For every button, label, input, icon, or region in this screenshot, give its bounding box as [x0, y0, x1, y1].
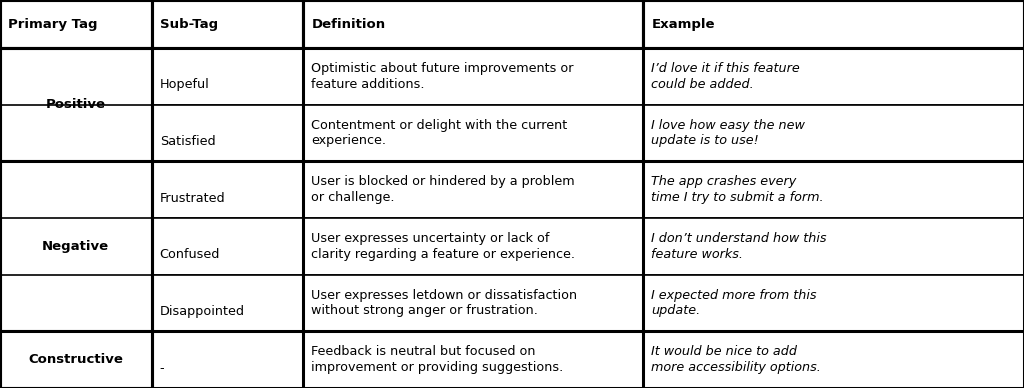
Text: Disappointed: Disappointed	[160, 305, 245, 318]
Bar	[643, 105, 1024, 161]
Text: Example: Example	[651, 17, 715, 31]
Bar	[303, 0, 643, 48]
Text: User is blocked or hindered by a problem
or challenge.: User is blocked or hindered by a problem…	[311, 175, 574, 204]
Bar	[643, 218, 1024, 275]
Bar	[152, 218, 303, 275]
Bar	[0, 0, 152, 48]
Text: Positive: Positive	[46, 98, 105, 111]
Bar	[152, 0, 303, 48]
Bar	[643, 0, 1024, 48]
Text: Satisfied: Satisfied	[160, 135, 215, 148]
Bar	[152, 331, 303, 388]
Bar	[303, 275, 643, 331]
Text: Feedback is neutral but focused on
improvement or providing suggestions.: Feedback is neutral but focused on impro…	[311, 345, 563, 374]
Bar	[303, 331, 643, 388]
Bar	[643, 275, 1024, 331]
Bar	[303, 218, 643, 275]
Text: User expresses uncertainty or lack of
clarity regarding a feature or experience.: User expresses uncertainty or lack of cl…	[311, 232, 575, 261]
Bar	[0, 331, 152, 388]
Bar	[152, 275, 303, 331]
Bar	[643, 331, 1024, 388]
Text: Primary Tag: Primary Tag	[8, 17, 97, 31]
Bar	[0, 48, 152, 161]
Text: Constructive: Constructive	[29, 353, 123, 366]
Bar	[303, 48, 643, 105]
Text: Negative: Negative	[42, 240, 110, 253]
Text: I don’t understand how this
feature works.: I don’t understand how this feature work…	[651, 232, 826, 261]
Text: Contentment or delight with the current
experience.: Contentment or delight with the current …	[311, 119, 567, 147]
Bar	[303, 161, 643, 218]
Bar	[152, 105, 303, 161]
Text: It would be nice to add
more accessibility options.: It would be nice to add more accessibili…	[651, 345, 821, 374]
Text: User expresses letdown or dissatisfaction
without strong anger or frustration.: User expresses letdown or dissatisfactio…	[311, 289, 578, 317]
Text: I expected more from this
update.: I expected more from this update.	[651, 289, 817, 317]
Text: -: -	[160, 362, 165, 375]
Text: Sub-Tag: Sub-Tag	[160, 17, 218, 31]
Text: I’d love it if this feature
could be added.: I’d love it if this feature could be add…	[651, 62, 800, 91]
Bar	[643, 161, 1024, 218]
Text: Frustrated: Frustrated	[160, 192, 225, 205]
Text: I love how easy the new
update is to use!: I love how easy the new update is to use…	[651, 119, 805, 147]
Text: Hopeful: Hopeful	[160, 78, 210, 92]
Text: Confused: Confused	[160, 248, 220, 262]
Text: The app crashes every
time I try to submit a form.: The app crashes every time I try to subm…	[651, 175, 823, 204]
Bar	[0, 161, 152, 331]
Bar	[303, 105, 643, 161]
Bar	[152, 48, 303, 105]
Bar	[643, 48, 1024, 105]
Bar	[152, 161, 303, 218]
Text: Definition: Definition	[311, 17, 385, 31]
Text: Optimistic about future improvements or
feature additions.: Optimistic about future improvements or …	[311, 62, 573, 91]
